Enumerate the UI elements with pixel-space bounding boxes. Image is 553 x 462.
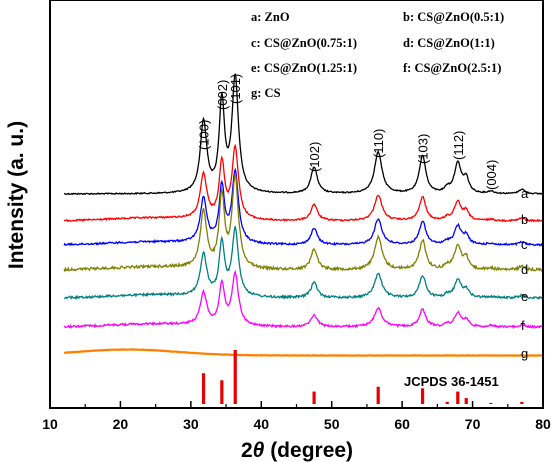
series-label-g: g bbox=[521, 346, 528, 361]
reference-bar bbox=[376, 386, 380, 404]
series-line-b bbox=[63, 143, 544, 223]
reference-bar bbox=[445, 401, 449, 404]
reference-bar bbox=[489, 402, 493, 404]
legend-item-e: e: CS@ZnO(1.25:1) bbox=[251, 61, 357, 75]
series-label-f: f bbox=[521, 318, 525, 333]
x-tick-label: 30 bbox=[183, 416, 199, 432]
peak-label: (002) bbox=[215, 80, 230, 110]
peak-label: (112) bbox=[451, 131, 466, 160]
series-line-g bbox=[64, 348, 544, 357]
x-axis-label: 2θ (degree) bbox=[241, 439, 353, 462]
reference-bar bbox=[464, 398, 468, 404]
series-line-c bbox=[63, 167, 544, 247]
series-label-a: a bbox=[521, 186, 529, 201]
legend-item-c: c: CS@ZnO(0.75:1) bbox=[251, 36, 357, 50]
reference-bar bbox=[420, 388, 425, 404]
legend-item-f: f: CS@ZnO(2.5:1) bbox=[403, 61, 501, 75]
series-label-c: c bbox=[521, 237, 528, 252]
series-label-d: d bbox=[521, 262, 528, 277]
series-line-a bbox=[63, 73, 544, 196]
peak-label: (110) bbox=[371, 129, 386, 158]
series-line-e bbox=[64, 226, 544, 301]
peak-label: (004) bbox=[484, 160, 499, 190]
peak-label: (103) bbox=[416, 134, 431, 164]
series-line-f bbox=[63, 269, 544, 330]
legend-item-g: g: CS bbox=[251, 86, 281, 100]
series-label-e: e bbox=[521, 289, 528, 304]
x-tick-label: 20 bbox=[113, 416, 129, 432]
peak-label: (102) bbox=[307, 142, 322, 172]
reference-bar bbox=[201, 373, 206, 404]
reference-bar bbox=[456, 391, 460, 404]
reference-bar bbox=[520, 401, 524, 404]
peak-label: (101) bbox=[228, 74, 243, 104]
x-tick-label: 80 bbox=[535, 416, 551, 432]
x-axis-ticks: 10 20 30 40 50 60 70 80 bbox=[42, 401, 551, 432]
legend: a: ZnO b: CS@ZnO(0.5:1) c: CS@ZnO(0.75:1… bbox=[251, 10, 504, 100]
legend-item-d: d: CS@ZnO(1:1) bbox=[403, 36, 495, 50]
peak-label: (100) bbox=[197, 120, 212, 150]
x-tick-label: 70 bbox=[465, 416, 481, 432]
legend-item-b: b: CS@ZnO(0.5:1) bbox=[403, 10, 504, 24]
x-tick-label: 10 bbox=[42, 416, 58, 432]
reference-label: JCPDS 36-1451 bbox=[404, 374, 499, 389]
x-tick-label: 40 bbox=[253, 416, 269, 432]
reference-bar bbox=[312, 391, 316, 404]
x-tick-label: 60 bbox=[394, 416, 410, 432]
x-tick-label: 50 bbox=[324, 416, 340, 432]
y-axis-label: Intensity (a. u.) bbox=[5, 121, 28, 269]
series-label-b: b bbox=[521, 212, 528, 227]
reference-bar bbox=[220, 380, 224, 404]
reference-bar bbox=[233, 350, 237, 404]
legend-item-a: a: ZnO bbox=[251, 10, 290, 24]
series-line-d bbox=[63, 173, 543, 273]
